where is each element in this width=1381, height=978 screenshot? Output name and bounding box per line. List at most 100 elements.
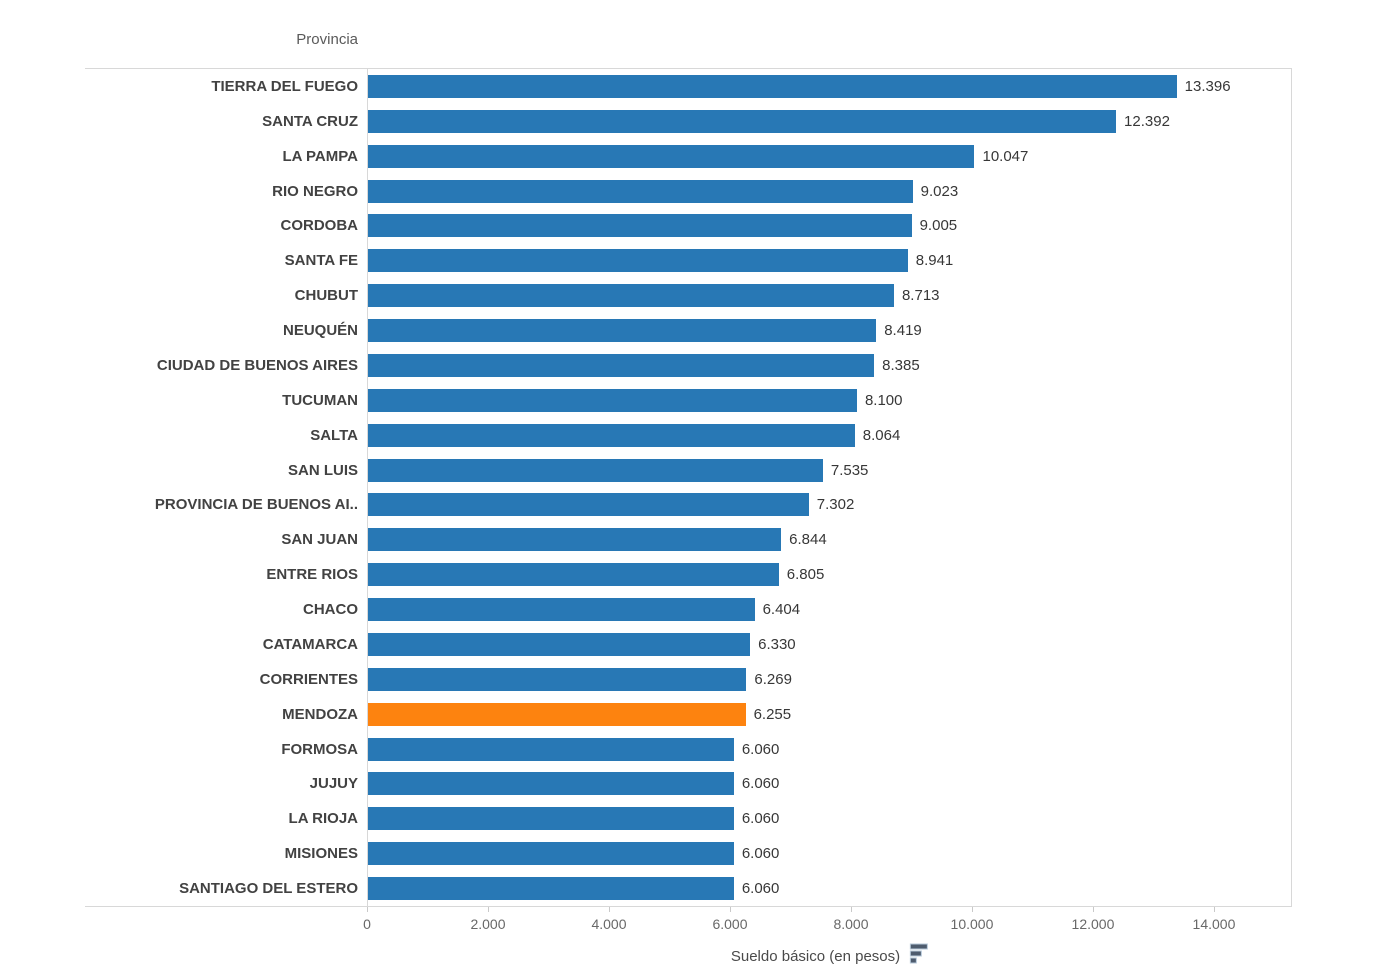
bar[interactable] bbox=[368, 493, 809, 517]
value-label: 6.060 bbox=[741, 845, 780, 863]
value-label: 12.392 bbox=[1124, 112, 1170, 130]
value-label: 6.255 bbox=[753, 705, 792, 723]
bar-track: 6.060 bbox=[367, 766, 1291, 802]
value-label: 6.060 bbox=[741, 740, 780, 758]
value-label: 9.023 bbox=[920, 182, 959, 200]
chart-row: CATAMARCA 6.330 bbox=[85, 627, 1291, 662]
value-label: 8.385 bbox=[882, 356, 920, 374]
bar-track: 6.330 bbox=[367, 627, 1291, 662]
value-label: 6.269 bbox=[754, 670, 792, 688]
x-axis-tick-mark bbox=[487, 907, 489, 912]
chart-row: NEUQUÉN 8.419 bbox=[85, 313, 1291, 348]
bar[interactable] bbox=[368, 388, 857, 412]
bar-track: 6.269 bbox=[367, 661, 1291, 697]
bar[interactable] bbox=[368, 353, 875, 377]
bar[interactable] bbox=[368, 667, 747, 691]
value-label: 7.302 bbox=[816, 496, 855, 514]
bar[interactable] bbox=[368, 144, 975, 168]
category-label: RIO NEGRO bbox=[272, 182, 358, 200]
category-label: SANTA FE bbox=[284, 252, 358, 270]
value-label: 6.844 bbox=[789, 531, 827, 549]
category-label: LA RIOJA bbox=[288, 810, 358, 828]
x-axis-tick-label: 6.000 bbox=[712, 916, 748, 932]
bar[interactable] bbox=[368, 842, 734, 866]
x-axis-tick-mark bbox=[367, 907, 368, 912]
x-axis: 0 2.000 4.000 6.000 8.000 10.000 12.000 … bbox=[363, 907, 1292, 977]
column-header-provincia: Provincia bbox=[296, 31, 358, 48]
bar[interactable] bbox=[368, 563, 779, 587]
chart-row: MENDOZA 6.255 bbox=[85, 696, 1291, 732]
chart-row: CIUDAD DE BUENOS AIRES 8.385 bbox=[85, 348, 1291, 383]
value-label: 9.005 bbox=[919, 217, 958, 235]
chart-row: TIERRA DEL FUEGO 13.396 bbox=[85, 69, 1291, 104]
value-label: 8.100 bbox=[864, 391, 903, 409]
category-label: SANTA CRUZ bbox=[262, 112, 358, 130]
chart-row: PROVINCIA DE BUENOS AI.. 7.302 bbox=[85, 487, 1291, 523]
plot-area: TIERRA DEL FUEGO 13.396 SANTA CRUZ 12.39… bbox=[85, 68, 1292, 907]
category-label: SANTIAGO DEL ESTERO bbox=[179, 880, 358, 898]
bar[interactable] bbox=[368, 319, 877, 343]
bar-track: 8.713 bbox=[367, 278, 1291, 314]
chart-row: CORDOBA 9.005 bbox=[85, 208, 1291, 244]
x-axis-title-group: Sueldo básico (en pesos) bbox=[731, 943, 928, 969]
bar-track: 8.100 bbox=[367, 382, 1291, 418]
bar-track: 9.023 bbox=[367, 173, 1291, 209]
chart-row: CHACO 6.404 bbox=[85, 592, 1291, 627]
category-label: SALTA bbox=[310, 426, 358, 444]
category-label: TUCUMAN bbox=[282, 391, 358, 409]
value-label: 8.713 bbox=[901, 287, 940, 305]
bar[interactable] bbox=[368, 772, 734, 796]
chart-row: MISIONES 6.060 bbox=[85, 836, 1291, 872]
bar[interactable] bbox=[368, 249, 908, 273]
x-axis-tick-mark bbox=[1092, 907, 1094, 912]
chart-row: SAN LUIS 7.535 bbox=[85, 452, 1291, 488]
chart-row: RIO NEGRO 9.023 bbox=[85, 173, 1291, 209]
value-label: 8.419 bbox=[884, 322, 922, 340]
bar-track: 6.805 bbox=[367, 557, 1291, 593]
bar[interactable] bbox=[368, 632, 751, 656]
chart-row: TUCUMAN 8.100 bbox=[85, 382, 1291, 418]
bar[interactable] bbox=[368, 458, 823, 482]
value-label: 6.060 bbox=[741, 810, 780, 828]
bar[interactable] bbox=[368, 284, 894, 308]
bar-track: 7.302 bbox=[367, 487, 1291, 523]
category-label: SAN JUAN bbox=[281, 531, 358, 549]
bar-track: 6.060 bbox=[367, 801, 1291, 837]
category-label: CHACO bbox=[303, 601, 358, 619]
chart-row: ENTRE RIOS 6.805 bbox=[85, 557, 1291, 593]
value-label: 8.941 bbox=[915, 252, 954, 270]
bar-track: 9.005 bbox=[367, 208, 1291, 244]
x-axis-tick-mark bbox=[850, 907, 852, 912]
bar[interactable] bbox=[368, 737, 734, 761]
category-label: CIUDAD DE BUENOS AIRES bbox=[156, 356, 358, 374]
category-label: JUJUY bbox=[309, 775, 358, 793]
bar-rows: TIERRA DEL FUEGO 13.396 SANTA CRUZ 12.39… bbox=[85, 69, 1291, 906]
bar[interactable] bbox=[368, 877, 734, 901]
bar-track: 13.396 bbox=[367, 69, 1291, 104]
category-label: CATAMARCA bbox=[262, 635, 358, 653]
bar[interactable] bbox=[368, 74, 1177, 98]
bar-track: 6.844 bbox=[367, 522, 1291, 558]
x-axis-tick-mark bbox=[1213, 907, 1215, 912]
chart-row: CHUBUT 8.713 bbox=[85, 278, 1291, 314]
bar[interactable] bbox=[368, 423, 855, 447]
chart-row: CORRIENTES 6.269 bbox=[85, 661, 1291, 697]
bar[interactable] bbox=[368, 598, 755, 622]
bar[interactable] bbox=[368, 807, 734, 831]
bar[interactable] bbox=[368, 109, 1117, 133]
value-label: 6.404 bbox=[762, 601, 801, 619]
chart-row: SALTA 8.064 bbox=[85, 417, 1291, 453]
value-label: 6.060 bbox=[741, 775, 780, 793]
bar[interactable] bbox=[368, 214, 912, 238]
value-label: 13.396 bbox=[1184, 77, 1231, 95]
chart-row: LA PAMPA 10.047 bbox=[85, 138, 1291, 174]
value-label: 6.060 bbox=[741, 880, 780, 898]
category-label: FORMOSA bbox=[281, 740, 358, 758]
sort-descending-icon[interactable] bbox=[909, 943, 928, 969]
bar-track: 6.255 bbox=[367, 696, 1291, 732]
bar[interactable] bbox=[368, 702, 746, 726]
bar[interactable] bbox=[368, 528, 782, 552]
bar[interactable] bbox=[368, 179, 913, 203]
category-label: LA PAMPA bbox=[282, 147, 358, 165]
